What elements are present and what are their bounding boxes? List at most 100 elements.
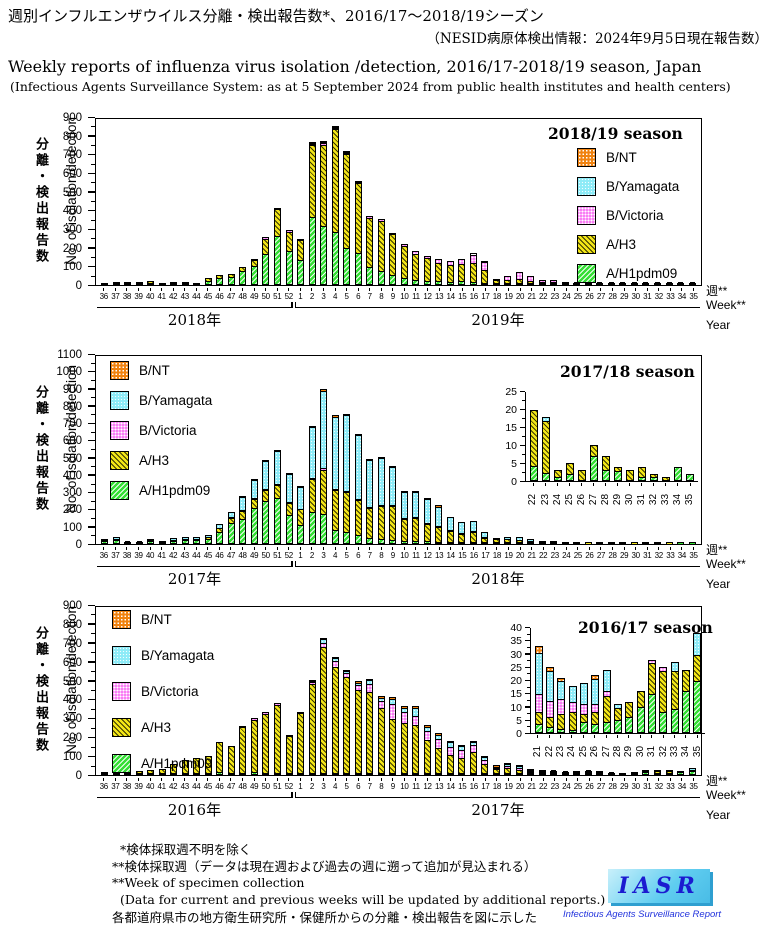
- x-tick-label: 42: [169, 782, 178, 791]
- bar-slot: [652, 607, 664, 775]
- y-tick-mark: [88, 388, 95, 390]
- x-tick-mark: [635, 288, 637, 291]
- stacked-bar: [492, 537, 500, 544]
- bar-slot: [525, 607, 537, 775]
- x-tick-mark: [519, 288, 521, 291]
- x-tick-mark: [380, 778, 382, 781]
- x-tick-mark: [612, 288, 614, 291]
- x-tick-mark: [346, 778, 348, 781]
- bar-segment-b-victoria: [482, 759, 488, 764]
- bar-slot: [652, 119, 664, 285]
- x-tick-mark: [461, 547, 463, 550]
- x-tick-label: 1: [298, 782, 303, 791]
- bar-slot: [398, 119, 410, 285]
- x-tick-mark: [322, 547, 324, 550]
- bar-segment-a-h3: [459, 264, 465, 282]
- bar-segment-b-victoria: [332, 128, 338, 130]
- bar-segment-a-h1pdm09: [378, 773, 384, 774]
- bar-segment-a-h1pdm09: [470, 282, 476, 284]
- bar-segment-b-yamagata: [217, 524, 223, 529]
- bar-segment-b-victoria: [535, 693, 542, 712]
- bar-segment-a-h3: [579, 471, 585, 480]
- x-tick: 6: [352, 547, 364, 560]
- x-tick: 38: [121, 547, 133, 560]
- legend-label: A/H1pdm09: [141, 756, 213, 771]
- x-tick-mark: [681, 288, 683, 291]
- x-tick-label: 35: [689, 782, 698, 791]
- bar-slot: [306, 119, 318, 285]
- year-bracket: 2017年: [294, 792, 701, 820]
- bar-segment-a-h1pdm09: [263, 772, 269, 774]
- x-tick-label: 22: [543, 745, 555, 758]
- stacked-bar: [239, 725, 247, 775]
- stacked-bar: [554, 470, 562, 481]
- bar-segment-a-h3: [240, 726, 246, 773]
- bar-slot: [640, 607, 652, 775]
- x-tick-mark: [392, 288, 394, 291]
- bar-segment-a-h3: [390, 718, 396, 773]
- y-tick-minor: [91, 257, 95, 258]
- x-tick-mark: [641, 483, 643, 486]
- y-axis-label-ja: 分離・検出報告数: [34, 626, 49, 754]
- bar-slot: [606, 356, 618, 544]
- bar-segment-a-h3: [148, 282, 154, 283]
- stacked-bar: [607, 541, 615, 544]
- bar-segment-a-h1pdm09: [551, 542, 557, 543]
- bar-segment-b-yamagata: [205, 535, 211, 537]
- bar-segment-a-h1pdm09: [102, 541, 108, 543]
- stacked-bar: [193, 537, 201, 544]
- bar-segment-b-victoria: [355, 182, 361, 184]
- stacked-bar: [262, 712, 270, 775]
- x-tick-label: 9: [390, 782, 395, 791]
- x-tick: 9: [387, 778, 399, 791]
- y-tick-label: 15: [505, 422, 517, 434]
- legend-label: B/NT: [139, 363, 170, 378]
- bar-slot: [364, 119, 376, 285]
- x-tick-mark: [450, 778, 452, 781]
- x-tick-label: 49: [249, 782, 259, 791]
- y-tick-mark: [525, 666, 530, 668]
- bar-segment-b-victoria: [597, 771, 603, 772]
- bar-segment-a-h3: [626, 702, 633, 718]
- bar-segment-a-h1pdm09: [332, 530, 338, 543]
- bar-segment-b-nt: [558, 678, 565, 682]
- bar-slot: [594, 356, 606, 544]
- bar-segment-b-victoria: [309, 143, 315, 145]
- y-tick-label: 10: [510, 701, 522, 714]
- bar-segment-b-victoria: [539, 771, 545, 772]
- y-tick-label: 5: [511, 458, 517, 470]
- x-tick: 17: [480, 288, 492, 301]
- bar-segment-b-yamagata: [228, 513, 234, 517]
- x-tick-mark: [357, 547, 359, 550]
- stacked-bar: [423, 725, 431, 775]
- stacked-bar: [285, 734, 293, 775]
- x-tick: 29: [618, 288, 630, 301]
- bar-segment-a-h1pdm09: [562, 773, 568, 774]
- summer-weeks-inset-chart: 0 5 10 15 20 25 22 23 24 25 26 27 28 29 30 31 32 33 34 35: [495, 386, 707, 532]
- x-tick-label: 24: [562, 782, 571, 791]
- bar-segment-b-victoria: [251, 497, 257, 499]
- x-tick-mark: [571, 735, 573, 738]
- x-tick-mark: [669, 778, 671, 781]
- bar-segment-a-h3: [562, 772, 568, 773]
- stacked-bar: [458, 259, 466, 285]
- bar-segment-a-h1pdm09: [113, 540, 119, 543]
- bar-segment-a-h3: [608, 772, 614, 773]
- bar-slot: [560, 119, 572, 285]
- x-tick-mark: [207, 288, 209, 291]
- bar-segment-a-h3: [567, 464, 573, 474]
- bar-segment-a-h3: [413, 518, 419, 542]
- x-tick-label: 6: [356, 292, 361, 301]
- y-tick-label: 800: [62, 400, 82, 413]
- x-tick-mark: [669, 547, 671, 550]
- bar-slot: [686, 607, 698, 775]
- bar-slot: [99, 356, 111, 544]
- stacked-bar: [412, 491, 420, 544]
- x-tick-label: 21: [527, 782, 536, 791]
- bar-segment-a-h1pdm09: [286, 773, 292, 774]
- stacked-bar: [193, 758, 201, 775]
- stacked-bar: [147, 281, 155, 285]
- stacked-bar: [112, 281, 120, 285]
- x-tick-label: 31: [636, 493, 648, 506]
- stacked-bar: [458, 521, 466, 544]
